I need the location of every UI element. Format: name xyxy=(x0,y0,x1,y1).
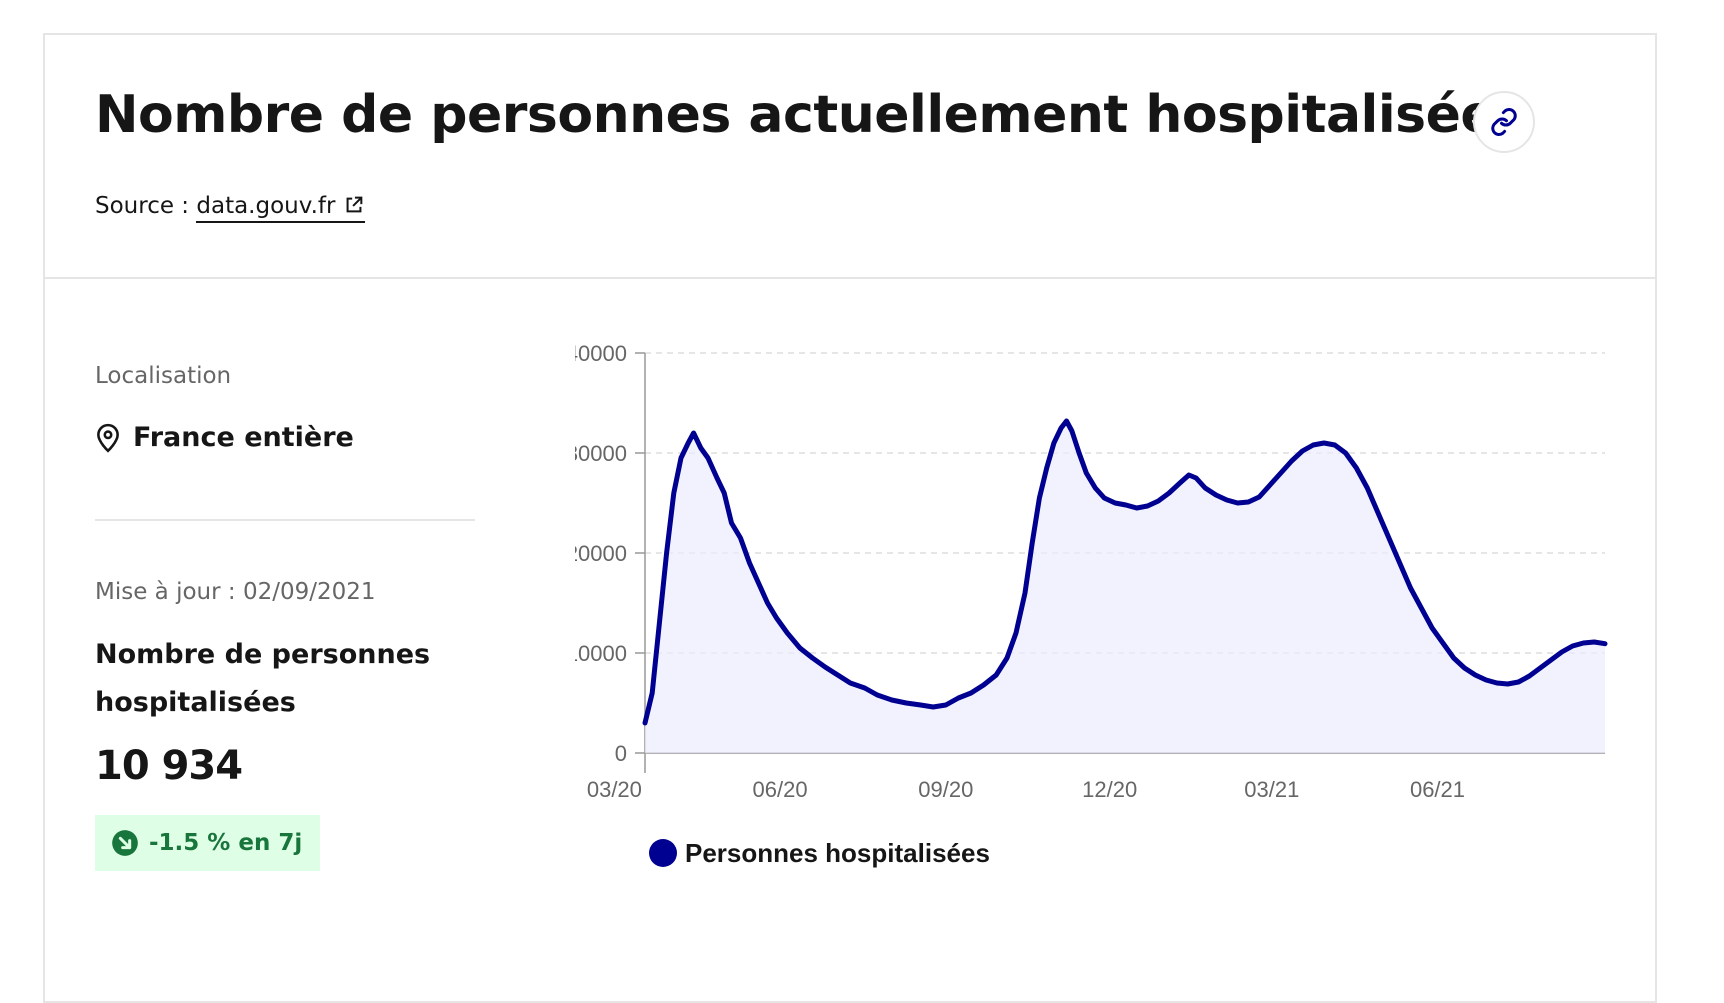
series-area xyxy=(645,421,1605,753)
location-value: France entière xyxy=(133,422,354,453)
card-header: Nombre de personnes actuellement hospita… xyxy=(45,35,1655,279)
location-selector[interactable]: France entière xyxy=(95,422,354,453)
metric-title: Nombre de personnes hospitalisées xyxy=(95,639,431,718)
divider xyxy=(95,519,475,521)
y-tick-label: 0 xyxy=(615,741,627,766)
y-tick-label: 10000 xyxy=(575,641,627,666)
x-tick-label: 06/20 xyxy=(753,777,808,802)
source-link-text: data.gouv.fr xyxy=(196,193,336,219)
x-tick-label: 12/20 xyxy=(1082,777,1137,802)
y-tick-label: 20000 xyxy=(575,541,627,566)
copy-link-button[interactable] xyxy=(1473,91,1535,153)
link-icon xyxy=(1491,108,1517,136)
chart-container: 0 10000 20000 30000 40000 03/20 06/20 09/20 12/2… xyxy=(566,299,1645,919)
x-tick-label: 06/21 xyxy=(1410,777,1465,802)
y-tick-label: 30000 xyxy=(575,441,627,466)
source-line: Source : data.gouv.fr xyxy=(95,193,366,223)
location-label: Localisation xyxy=(95,363,232,389)
card-title: Nombre de personnes actuellement hospita… xyxy=(95,85,1526,145)
trend-text: -1.5 % en 7j xyxy=(149,830,303,856)
source-link[interactable]: data.gouv.fr xyxy=(196,193,366,223)
arrow-down-right-icon xyxy=(112,830,138,856)
y-tick-label: 40000 xyxy=(575,341,627,366)
map-pin-icon xyxy=(97,423,119,453)
hospitalisation-chart: 0 10000 20000 30000 40000 03/20 06/20 09/20 12/2… xyxy=(566,341,1608,868)
metric-value: 10 934 xyxy=(95,743,243,789)
legend-label: Personnes hospitalisées xyxy=(685,838,990,868)
source-label: Source : xyxy=(95,193,190,219)
trend-badge: -1.5 % en 7j xyxy=(95,815,321,871)
external-link-icon xyxy=(347,196,363,213)
x-tick-label: 03/21 xyxy=(1244,777,1299,802)
hospitalisation-card: Nombre de personnes actuellement hospita… xyxy=(43,33,1657,1003)
series-line xyxy=(642,418,1608,726)
x-tick-label: 03/20 xyxy=(587,777,642,802)
update-date: Mise à jour : 02/09/2021 xyxy=(95,579,376,605)
x-tick-label: 09/20 xyxy=(918,777,973,802)
card-body: Localisation France entière Mise à jour … xyxy=(45,279,1655,1001)
legend-marker xyxy=(649,839,677,867)
